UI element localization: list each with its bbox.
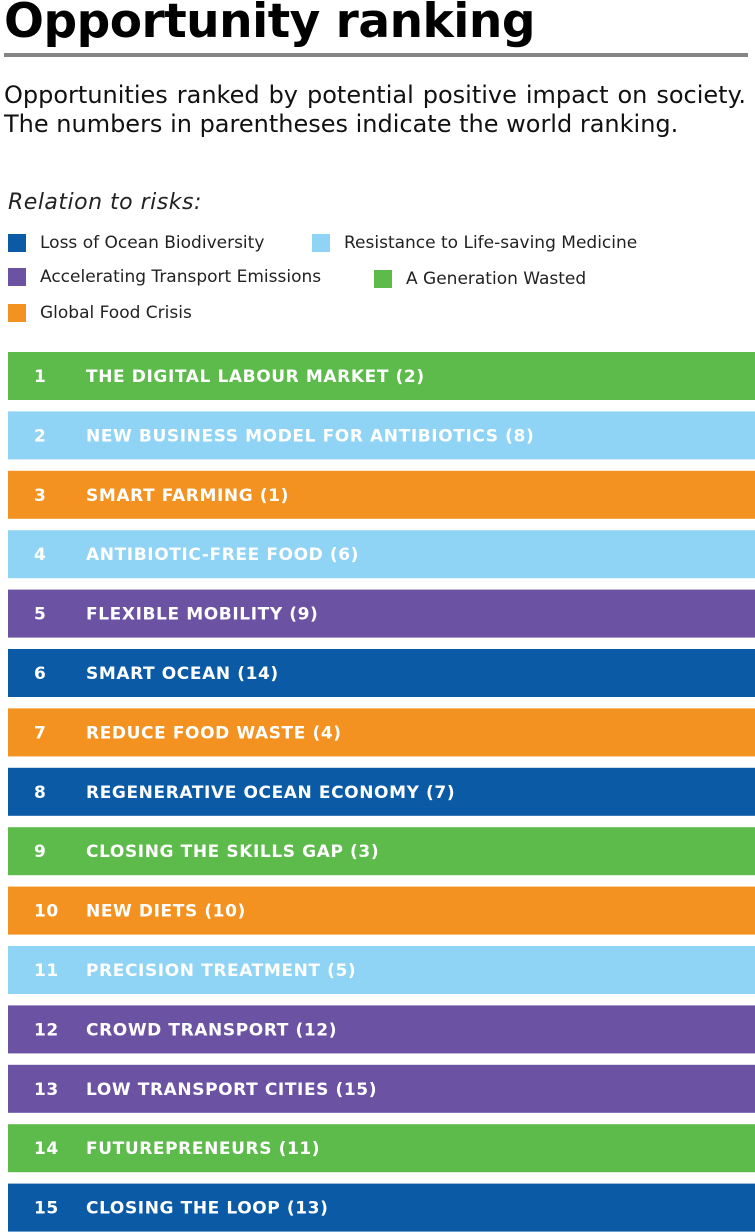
ranking-row: 5 FLEXIBLE MOBILITY (9) [8, 589, 755, 638]
opportunity-label: FUTUREPRENEURS (11) [86, 1139, 320, 1159]
opportunity-label: REGENERATIVE OCEAN ECONOMY (7) [86, 783, 455, 803]
rank-number: 9 [34, 842, 46, 862]
ranking-row: 9 CLOSING THE SKILLS GAP (3) [8, 827, 755, 876]
ranking-bar [8, 946, 755, 994]
ranking-row: 6 SMART OCEAN (14) [8, 649, 755, 697]
ranking-bar [8, 1124, 755, 1173]
opportunity-label: CROWD TRANSPORT (12) [86, 1020, 337, 1040]
legend-item-generation-wasted: A Generation Wasted [374, 269, 586, 289]
ranking-row: 8 REGENERATIVE OCEAN ECONOMY (7) [8, 767, 755, 816]
legend-item-transport-emissions: Accelerating Transport Emissions [8, 267, 321, 287]
ranking-bar [8, 530, 755, 579]
ranking-bar [8, 767, 755, 816]
description-text: Opportunities ranked by potential positi… [4, 81, 746, 138]
ranking-bar [8, 708, 755, 757]
page-title: Opportunity ranking [4, 0, 536, 49]
rank-number: 11 [34, 961, 59, 981]
ranking-bar [8, 1005, 755, 1054]
rank-number: 8 [34, 783, 46, 803]
ranking-bar [8, 649, 755, 697]
legend-label: Loss of Ocean Biodiversity [40, 233, 265, 253]
opportunity-label: FLEXIBLE MOBILITY (9) [86, 605, 318, 625]
opportunity-label: PRECISION TREATMENT (5) [86, 961, 356, 981]
legend-title: Relation to risks: [8, 190, 202, 215]
ranking-row: 2 NEW BUSINESS MODEL FOR ANTIBIOTICS (8) [8, 411, 755, 460]
opportunity-label: NEW BUSINESS MODEL FOR ANTIBIOTICS (8) [86, 426, 534, 446]
opportunity-label: THE DIGITAL LABOUR MARKET (2) [86, 367, 425, 387]
legend-label: A Generation Wasted [406, 269, 587, 289]
legend-swatch [8, 268, 26, 286]
ranking-bar [8, 352, 755, 400]
legend-item-ocean-biodiversity: Loss of Ocean Biodiversity [8, 233, 264, 253]
ranking-bar [8, 589, 755, 638]
ranking-bar [8, 886, 755, 935]
rank-number: 6 [34, 664, 46, 684]
ranking-row: 14 FUTUREPRENEURS (11) [8, 1124, 755, 1173]
rank-number: 13 [34, 1080, 59, 1100]
legend-item-medicine-resistance: Resistance to Life-saving Medicine [312, 233, 637, 253]
legend-swatch [8, 234, 26, 252]
ranking-bar [8, 411, 755, 460]
legend-label: Global Food Crisis [40, 303, 192, 323]
opportunity-label: CLOSING THE SKILLS GAP (3) [86, 842, 379, 862]
rank-number: 12 [34, 1020, 59, 1040]
opportunity-label: LOW TRANSPORT CITIES (15) [86, 1080, 377, 1100]
ranking-row: 12 CROWD TRANSPORT (12) [8, 1005, 755, 1054]
rank-number: 1 [34, 367, 46, 387]
legend-item-food-crisis: Global Food Crisis [8, 303, 192, 323]
rank-number: 3 [34, 486, 46, 506]
ranking-row: 7 REDUCE FOOD WASTE (4) [8, 708, 755, 757]
ranking-row: 3 SMART FARMING (1) [8, 470, 755, 519]
legend-swatch [312, 234, 330, 252]
rank-number: 2 [34, 426, 46, 446]
legend-swatch [8, 304, 26, 322]
ranking-row: 4 ANTIBIOTIC-FREE FOOD (6) [8, 530, 755, 579]
opportunity-label: CLOSING THE LOOP (13) [86, 1199, 328, 1219]
opportunity-label: ANTIBIOTIC-FREE FOOD (6) [86, 545, 359, 565]
ranking-row: 13 LOW TRANSPORT CITIES (15) [8, 1064, 755, 1113]
ranking-bar [8, 1183, 755, 1232]
ranking-bar [8, 827, 755, 876]
ranking-bar [8, 1064, 755, 1113]
rank-number: 14 [34, 1139, 59, 1159]
opportunity-label: SMART OCEAN (14) [86, 664, 279, 684]
legend-swatch [374, 270, 392, 288]
ranking-bar [8, 470, 755, 519]
title-divider [4, 53, 748, 57]
rank-number: 10 [34, 902, 59, 922]
legend-label: Accelerating Transport Emissions [40, 267, 322, 287]
rank-number: 4 [34, 545, 46, 565]
rank-number: 7 [34, 723, 46, 743]
rank-number: 5 [34, 605, 46, 625]
opportunity-label: REDUCE FOOD WASTE (4) [86, 723, 342, 743]
ranking-row: 10 NEW DIETS (10) [8, 886, 755, 935]
opportunity-label: SMART FARMING (1) [86, 486, 289, 506]
opportunity-label: NEW DIETS (10) [86, 902, 246, 922]
ranking-row: 15 CLOSING THE LOOP (13) [8, 1183, 755, 1232]
ranking-row: 11 PRECISION TREATMENT (5) [8, 946, 755, 994]
legend-label: Resistance to Life-saving Medicine [344, 233, 638, 253]
ranking-row: 1 THE DIGITAL LABOUR MARKET (2) [8, 352, 755, 400]
rank-number: 15 [34, 1199, 59, 1219]
